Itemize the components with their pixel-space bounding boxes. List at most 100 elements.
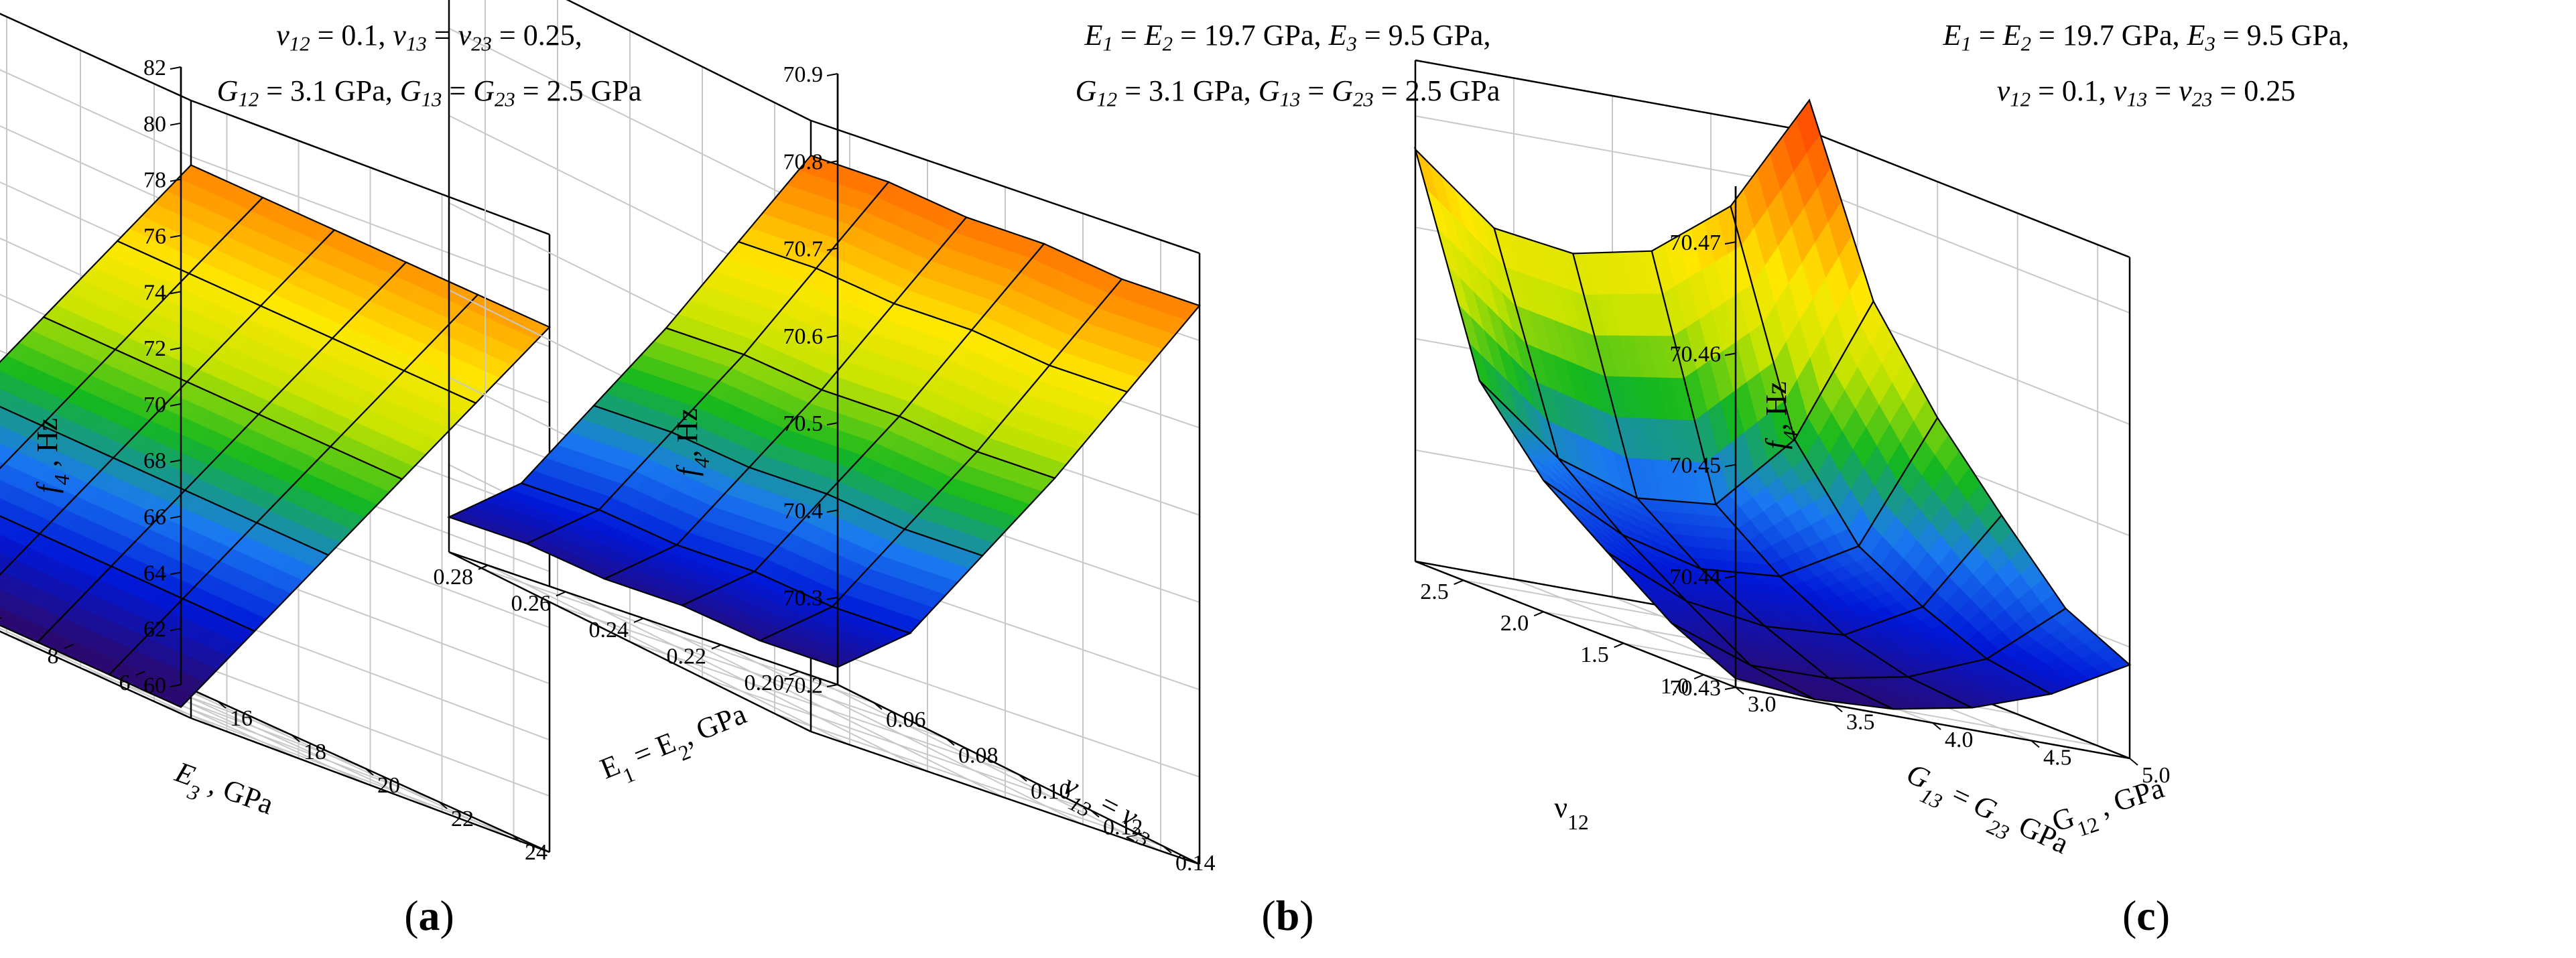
surface-cell <box>826 415 978 531</box>
z-tick <box>1724 687 1736 690</box>
surface-cell <box>602 544 757 606</box>
z-tick <box>170 403 182 407</box>
z-tick-label: 70.43 <box>1670 676 1722 701</box>
y-tick <box>789 671 799 677</box>
z-tick <box>826 509 838 513</box>
surface-cell <box>1685 600 1832 680</box>
z-tick-label: 70.5 <box>783 411 824 436</box>
z-tick-label: 72 <box>143 336 166 361</box>
z-tick <box>170 122 182 126</box>
x-tick <box>2031 740 2040 748</box>
surface-cell <box>903 450 1056 557</box>
mesh-cell <box>758 606 912 669</box>
z-axis-label: f4, Hz <box>671 408 714 476</box>
z-tick-label: 78 <box>143 168 166 193</box>
surface-cell <box>1478 380 1623 536</box>
panel-b-title: E1 = E2 = 19.7 GPa, E3 = 9.5 GPa, G12 = … <box>858 12 1717 123</box>
y-tick <box>1693 674 1704 680</box>
y-tick <box>0 617 2 620</box>
z-tick-label: 74 <box>143 280 166 305</box>
tick-labels: 70.2 70.3 70.4 70.5 70.6 70.7 70.8 70.9 0.20 0.22… <box>434 62 1216 876</box>
surface-cell <box>188 196 336 307</box>
surface-cell <box>670 353 823 469</box>
plot-a: 6062646668707274767880826810121416182022… <box>0 13 751 865</box>
y-tick-label: 1.0 <box>1661 674 1689 699</box>
z-tick <box>826 334 838 338</box>
y-tick <box>1614 642 1624 648</box>
x-tick-label: 16 <box>230 706 253 731</box>
surface-cell <box>1842 606 1989 678</box>
surface-cell <box>1413 147 1560 461</box>
x-tick <box>1735 687 1744 695</box>
x-tick <box>2129 758 2138 766</box>
y-tick-label: 0.22 <box>667 644 707 669</box>
surface-cell <box>665 241 818 356</box>
surface-cell <box>976 364 1129 480</box>
surface-cell <box>1543 480 1687 602</box>
x-tick <box>438 801 448 809</box>
surface-cell <box>42 240 190 351</box>
z-tick-label: 70.8 <box>783 149 824 174</box>
tick-labels: 70.43 70.44 70.45 70.46 70.47 1.0 1.5 2.0 2.5 3.0… <box>1420 230 2170 788</box>
panel-b-label: (b) <box>1261 892 1314 939</box>
y-tick <box>1454 579 1464 586</box>
panel-c-title-line2: ν12 = 0.1, ν13 = ν23 = 0.25 <box>1996 74 2296 111</box>
mesh-cell <box>1671 622 1815 700</box>
x-tick <box>946 738 955 746</box>
y-tick-label: 2.0 <box>1500 611 1529 636</box>
x-tick <box>291 734 300 742</box>
z-tick <box>826 160 838 164</box>
panel-a-title-line2: G12 = 3.1 GPa, G13 = G23 = 2.5 GPa <box>216 74 642 111</box>
surface-cell <box>525 508 679 580</box>
z-tick-label: 82 <box>143 56 166 80</box>
y-tick <box>478 564 489 570</box>
x-tick-label: 0.12 <box>1103 815 1143 840</box>
surface-cell <box>1829 676 1973 710</box>
surface-cell <box>255 446 403 556</box>
y-tick <box>1533 611 1544 617</box>
y-tick-label: 0.20 <box>745 671 785 695</box>
z-axis-label: f4 , Hz <box>31 418 74 493</box>
surface-cell <box>820 302 973 417</box>
z-tick <box>170 628 182 632</box>
panel-c-title: E1 = E2 = 19.7 GPa, E3 = 9.5 GPa, ν12 = … <box>1717 12 2575 123</box>
x-tick-label: 0.14 <box>1175 851 1216 876</box>
z-tick-label: 70.7 <box>783 237 824 262</box>
surface-cell <box>753 492 906 608</box>
x-tick <box>1163 845 1172 853</box>
z-tick-label: 70.45 <box>1670 454 1722 478</box>
z-tick-label: 76 <box>143 224 166 249</box>
surface-cell <box>40 348 188 459</box>
x-tick-label: 18 <box>304 740 326 764</box>
z-tick-label: 66 <box>143 505 166 530</box>
z-tick <box>826 422 838 426</box>
y-tick <box>64 644 74 649</box>
y-tick-label: 0.26 <box>511 591 552 616</box>
surface-cell <box>1750 664 1894 710</box>
surface-cell <box>893 216 1045 331</box>
surface-cell <box>1571 250 1717 506</box>
z-tick <box>1724 352 1736 356</box>
x-tick <box>365 768 374 776</box>
surface-cell <box>1492 226 1638 500</box>
surface <box>1413 98 2132 710</box>
z-tick-label: 70.6 <box>783 324 824 349</box>
y-tick-label: 1.5 <box>1580 642 1609 667</box>
z-tick <box>170 571 182 575</box>
z-tick <box>1724 464 1736 468</box>
mesh-cell <box>108 598 256 708</box>
z-tick <box>170 178 182 182</box>
surface-cell <box>257 337 405 448</box>
x-tick <box>1833 704 1843 713</box>
z-tick-label: 62 <box>143 617 166 642</box>
z-tick <box>170 234 182 238</box>
y-tick-label: 8 <box>48 644 59 669</box>
x-tick-label: 0.10 <box>1031 779 1071 804</box>
y-tick <box>711 644 722 650</box>
y-tick-label: 6 <box>119 671 131 695</box>
z-tick <box>1724 241 1736 245</box>
surface-cell <box>1921 514 2067 660</box>
surface-cell <box>38 457 186 567</box>
z-tick <box>170 459 182 463</box>
